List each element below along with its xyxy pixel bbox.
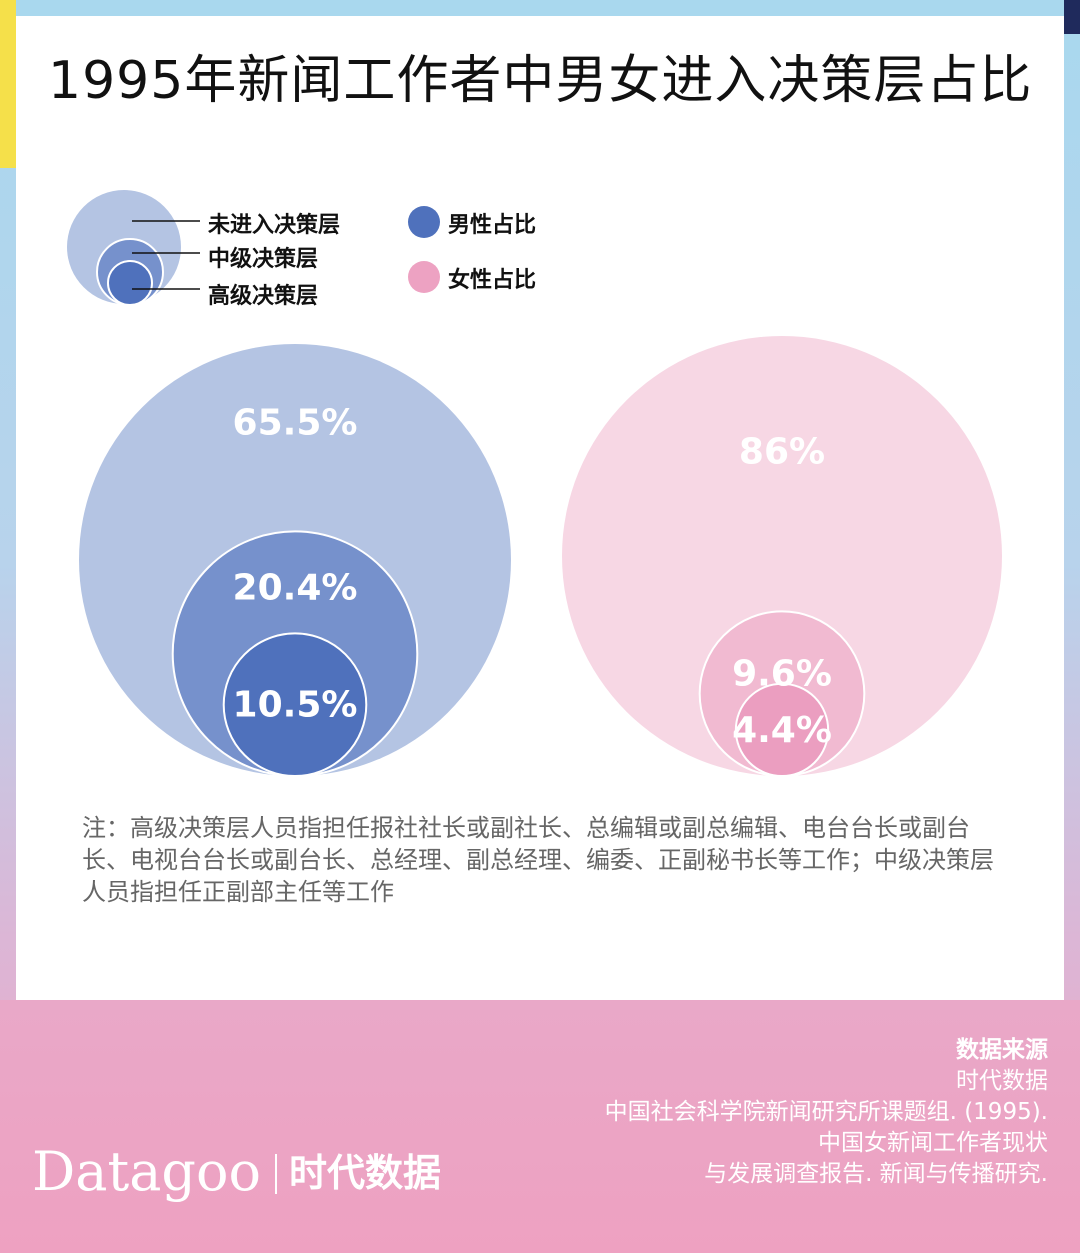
data-label-female-level-1: 9.6%	[732, 654, 832, 695]
data-label-female-level-2: 4.4%	[732, 710, 832, 751]
data-source: 数据来源 时代数据 中国社会科学院新闻研究所课题组. (1995). 中国女新闻…	[605, 1035, 1048, 1190]
bubble-female-level-0	[562, 336, 1002, 776]
footer-band	[0, 1000, 1080, 1253]
source-line: 中国女新闻工作者现状	[818, 1130, 1048, 1156]
chart-note: 注：高级决策层人员指担任报社社长或副社长、总编辑或副总编辑、电台台长或副台长、电…	[82, 814, 994, 906]
brand-name-en: Datagoo	[32, 1140, 261, 1203]
legend-female-swatch	[408, 261, 440, 293]
bubble-male-level-2	[222, 632, 368, 777]
source-line: 与发展调查报告. 新闻与传播研究.	[704, 1161, 1048, 1187]
legend-label-none: 未进入决策层	[208, 213, 341, 238]
data-label-male-level-1: 20.4%	[233, 568, 358, 609]
data-label-female-level-0: 86%	[739, 432, 825, 473]
source-line: 时代数据	[956, 1068, 1048, 1094]
legend-label-high: 高级决策层	[208, 284, 319, 309]
chart-title: 1995年新闻工作者中男女进入决策层占比	[48, 51, 1033, 111]
legend-nested-circles	[67, 190, 200, 306]
source-line: 中国社会科学院新闻研究所课题组. (1995).	[604, 1099, 1048, 1125]
source-title: 数据来源	[956, 1037, 1048, 1063]
accent-yellow-top-left	[0, 0, 16, 168]
frame-top-bar	[0, 0, 1080, 16]
data-label-male-level-0: 65.5%	[233, 403, 358, 444]
legend-female-label: 女性占比	[448, 268, 537, 293]
bubble-female-level-2	[734, 682, 830, 778]
legend-male-label: 男性占比	[448, 213, 537, 238]
legend-label-mid: 中级决策层	[208, 247, 319, 272]
brand-divider	[274, 1154, 277, 1194]
brand-logo: Datagoo 时代数据	[32, 1140, 441, 1203]
bubble-chart: 65.5% 20.4% 10.5% 86% 9.6% 4.4%	[78, 336, 1002, 778]
legend-male-swatch	[408, 206, 440, 238]
legend-circle-high	[107, 260, 153, 306]
data-label-male-level-2: 10.5%	[233, 685, 358, 726]
accent-navy-top-right	[1064, 0, 1080, 34]
brand-name-cn: 时代数据	[288, 1151, 441, 1195]
